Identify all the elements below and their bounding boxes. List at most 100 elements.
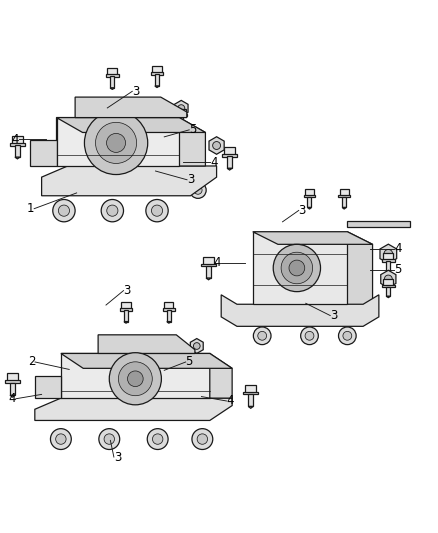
Circle shape — [289, 260, 305, 276]
Polygon shape — [110, 88, 114, 90]
Polygon shape — [35, 398, 232, 421]
Polygon shape — [253, 232, 347, 304]
Bar — [152, 66, 162, 74]
Circle shape — [258, 332, 267, 340]
Bar — [338, 195, 350, 197]
Bar — [227, 156, 232, 168]
Polygon shape — [179, 124, 183, 125]
Circle shape — [109, 353, 161, 405]
Bar — [175, 114, 187, 116]
Text: 1: 1 — [27, 202, 35, 215]
Polygon shape — [98, 335, 195, 353]
Text: 5: 5 — [189, 123, 196, 136]
Bar — [244, 392, 258, 394]
Circle shape — [300, 327, 318, 345]
Circle shape — [178, 104, 185, 112]
Circle shape — [53, 199, 75, 222]
Circle shape — [106, 133, 126, 152]
Polygon shape — [210, 353, 232, 398]
Circle shape — [213, 142, 221, 149]
Polygon shape — [347, 221, 410, 227]
Polygon shape — [155, 86, 159, 87]
Text: 3: 3 — [132, 85, 139, 98]
Text: 3: 3 — [299, 204, 306, 217]
Bar — [342, 197, 346, 207]
Polygon shape — [206, 278, 211, 280]
Polygon shape — [347, 232, 373, 317]
Bar — [382, 285, 395, 287]
Bar — [5, 381, 20, 383]
Polygon shape — [57, 118, 205, 133]
Bar — [179, 116, 183, 124]
Polygon shape — [380, 244, 397, 263]
Text: 5: 5 — [186, 356, 193, 368]
Polygon shape — [167, 321, 171, 323]
Circle shape — [343, 332, 352, 340]
Circle shape — [339, 327, 356, 345]
Circle shape — [58, 205, 70, 216]
Polygon shape — [57, 118, 205, 166]
Text: 3: 3 — [330, 309, 337, 322]
Circle shape — [95, 123, 137, 164]
Bar — [12, 136, 23, 144]
Polygon shape — [386, 296, 391, 297]
Circle shape — [127, 371, 143, 386]
Polygon shape — [253, 232, 373, 244]
Bar — [386, 287, 390, 296]
Bar — [121, 302, 131, 310]
Bar — [248, 394, 253, 407]
Circle shape — [384, 249, 392, 258]
Circle shape — [152, 205, 162, 216]
Polygon shape — [248, 407, 253, 408]
Bar — [383, 253, 393, 261]
Bar — [386, 261, 390, 272]
Bar — [339, 189, 349, 196]
Circle shape — [197, 434, 208, 445]
Bar — [223, 154, 237, 157]
Bar — [383, 279, 393, 286]
Circle shape — [85, 111, 148, 174]
Polygon shape — [386, 272, 391, 274]
Circle shape — [99, 429, 120, 449]
Circle shape — [385, 275, 392, 283]
Polygon shape — [221, 295, 379, 326]
Bar — [201, 264, 216, 266]
Bar — [151, 72, 163, 75]
Polygon shape — [35, 376, 61, 398]
Circle shape — [146, 199, 168, 222]
Bar — [203, 257, 214, 265]
Circle shape — [104, 434, 114, 445]
Circle shape — [281, 252, 313, 284]
Polygon shape — [42, 166, 216, 196]
Bar — [107, 68, 117, 76]
Text: 5: 5 — [394, 263, 401, 276]
Circle shape — [305, 332, 314, 340]
Text: 3: 3 — [124, 284, 131, 297]
Polygon shape — [75, 97, 187, 118]
Circle shape — [253, 327, 271, 345]
Bar — [15, 145, 20, 157]
Polygon shape — [124, 321, 128, 323]
Text: 4: 4 — [11, 133, 19, 146]
Text: 4: 4 — [394, 243, 402, 255]
Polygon shape — [61, 353, 210, 398]
Polygon shape — [61, 353, 232, 368]
Bar — [120, 308, 132, 311]
Bar — [110, 76, 114, 88]
Circle shape — [194, 343, 200, 349]
Text: 4: 4 — [8, 392, 16, 405]
Polygon shape — [342, 207, 346, 209]
Bar — [124, 310, 128, 321]
Circle shape — [118, 362, 152, 395]
Polygon shape — [10, 395, 15, 397]
Circle shape — [147, 429, 168, 449]
Bar — [206, 266, 211, 278]
Polygon shape — [30, 140, 57, 166]
Bar — [163, 308, 175, 311]
Bar — [245, 385, 256, 393]
Text: 2: 2 — [28, 356, 35, 368]
Text: 4: 4 — [210, 156, 218, 169]
Circle shape — [194, 186, 202, 194]
Polygon shape — [15, 157, 20, 159]
Bar — [106, 74, 119, 77]
